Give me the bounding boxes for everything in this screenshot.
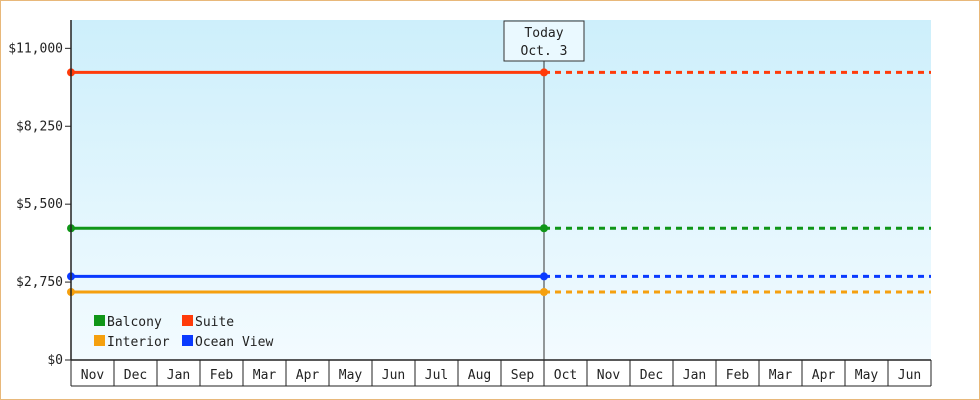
legend-label: Interior [107,335,170,350]
x-tick-label: Apr [296,368,320,383]
x-tick-label: May [339,368,363,383]
today-annotation-label: Today [524,26,563,41]
y-tick-label: $8,250 [16,119,63,134]
x-tick-label: Nov [597,368,621,383]
x-axis: Nov Dec Jan Feb Mar Apr May Jun Jul Aug Sep Oct Nov D… [70,359,932,387]
x-tick-label: Sep [511,368,535,383]
today-marker: Today Oct. 3 [503,20,585,360]
x-tick-label: Dec [640,368,663,383]
x-tick-label: Jan [683,368,706,383]
series-point-today [540,224,548,233]
legend-label: Balcony [107,315,162,330]
x-tick-label: Feb [210,368,234,383]
x-tick-label: Oct [554,368,577,383]
x-tick-label: Jul [425,368,448,383]
legend-swatch [94,315,105,326]
y-tick-label: $11,000 [8,41,63,56]
today-annotation-date: Oct. 3 [521,44,568,59]
legend: Balcony Suite Interior Ocean View [94,315,273,350]
x-tick-label: Feb [726,368,750,383]
x-tick-label: Mar [253,368,277,383]
x-tick-label: Nov [81,368,105,383]
y-tick-label: $5,500 [16,197,63,212]
series-point-today [540,68,548,77]
legend-swatch [182,315,193,326]
today-annotation-box [503,20,585,62]
legend-swatch [182,335,193,346]
series-lines [67,68,931,296]
x-tick-label: Aug [468,368,491,383]
series-point-today [540,272,548,281]
series-point-today [540,288,548,296]
x-tick-label: May [855,368,879,383]
y-tick-label: $2,750 [16,275,63,290]
y-axis-ticks: $0 $2,750 $5,500 $8,250 $11,000 [8,41,71,368]
legend-label: Ocean View [195,335,273,350]
legend-swatch [94,335,105,346]
plot-area-background [71,20,931,360]
x-tick-label: Dec [124,368,147,383]
x-tick-label: Apr [812,368,836,383]
y-tick-label: $0 [47,353,63,368]
x-tick-label: Mar [769,368,793,383]
x-tick-label: Jun [898,368,921,383]
x-tick-label: Jan [167,368,190,383]
x-tick-label: Jun [382,368,405,383]
legend-label: Suite [195,315,234,330]
